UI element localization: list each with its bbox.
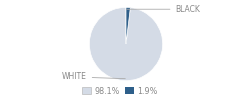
Wedge shape [126,7,130,44]
Legend: 98.1%, 1.9%: 98.1%, 1.9% [82,86,158,96]
Text: BLACK: BLACK [127,5,200,14]
Text: WHITE: WHITE [62,72,125,81]
Wedge shape [89,7,163,81]
